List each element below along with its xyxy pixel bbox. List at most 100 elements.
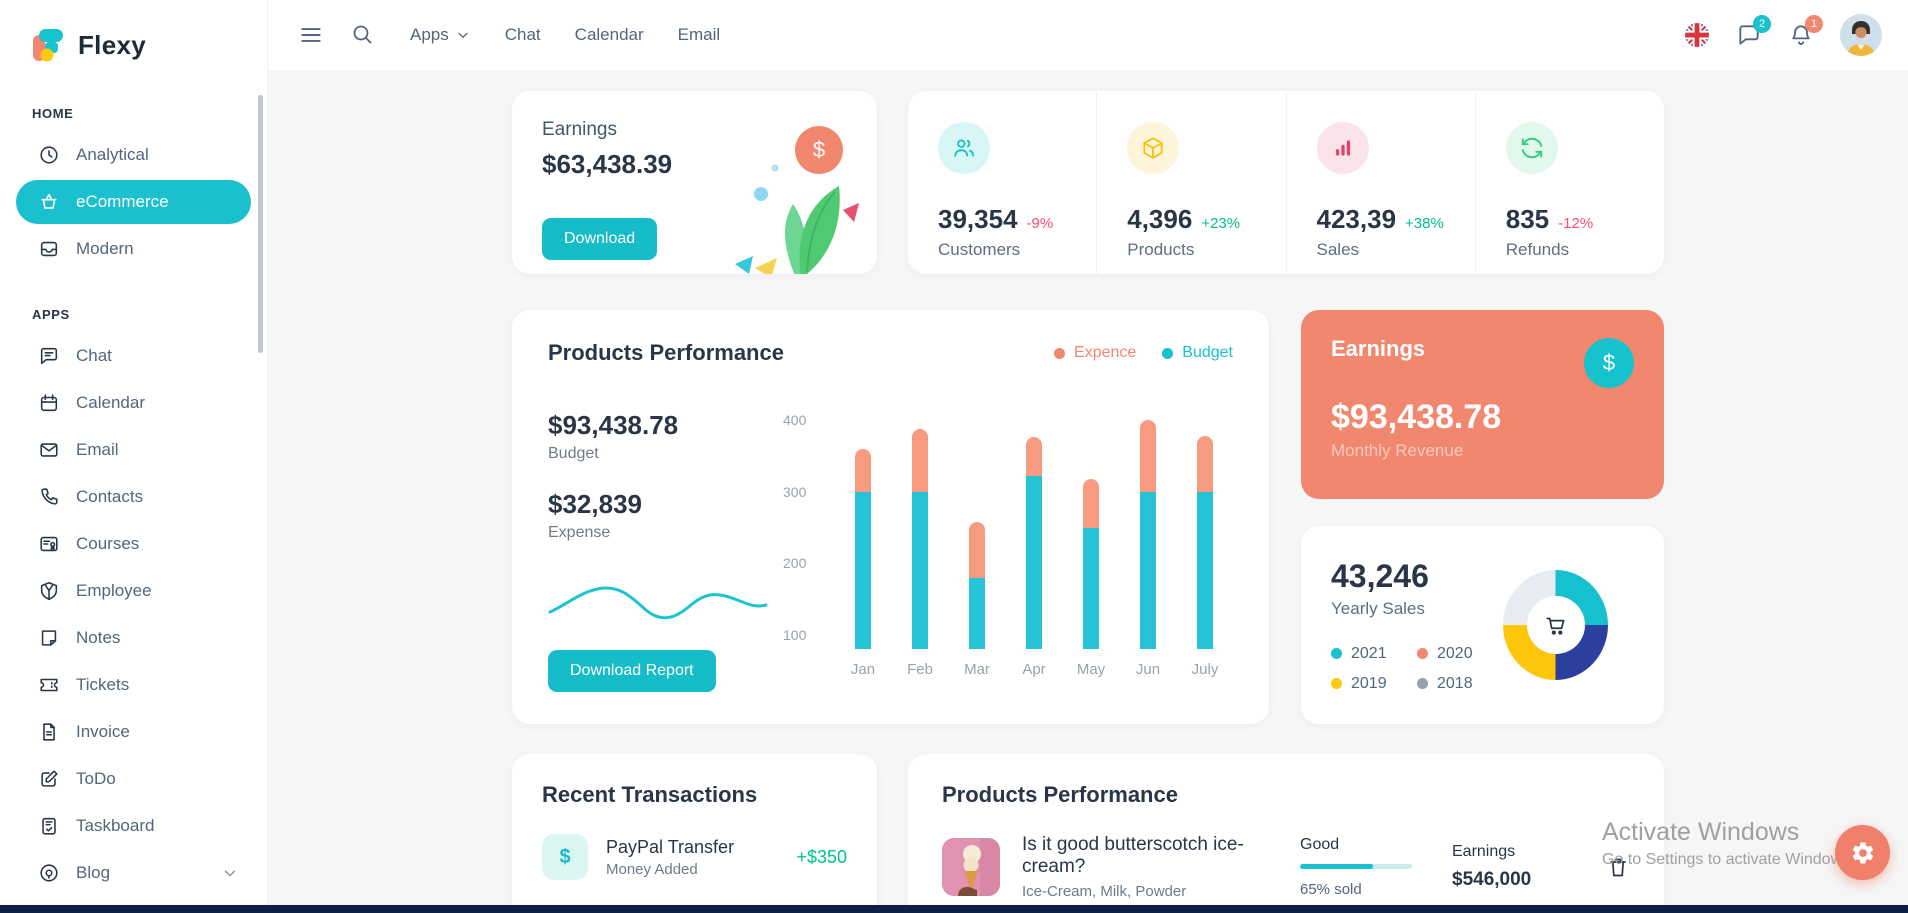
nav-apps[interactable]: Apps bbox=[410, 25, 471, 45]
legend-dot bbox=[1331, 678, 1342, 689]
sidebar-scrollbar[interactable] bbox=[258, 95, 263, 353]
language-flag-button[interactable] bbox=[1684, 22, 1710, 48]
sparkline-chart bbox=[548, 586, 768, 620]
hamburger-menu-icon[interactable] bbox=[298, 22, 324, 48]
trash-icon[interactable] bbox=[1606, 854, 1630, 880]
sidebar-item-modern[interactable]: Modern bbox=[16, 227, 251, 271]
bar-May[interactable] bbox=[1083, 478, 1099, 649]
product-sold: 65% sold bbox=[1300, 881, 1362, 898]
sidebar-item-calendar[interactable]: Calendar bbox=[16, 381, 251, 425]
bar-column bbox=[1120, 420, 1176, 649]
leaf-illustration bbox=[683, 146, 873, 274]
x-tick: Jan bbox=[850, 661, 876, 678]
certificate-icon bbox=[38, 533, 60, 555]
product-image bbox=[942, 838, 1000, 896]
stat-label: Customers bbox=[938, 240, 1021, 259]
stat-delta: -9% bbox=[1026, 215, 1054, 232]
sidebar-item-label: Employee bbox=[76, 581, 152, 600]
sidebar-item-chat[interactable]: Chat bbox=[16, 334, 251, 378]
nav-apps-label: Apps bbox=[410, 25, 449, 44]
legend-budget: Budget bbox=[1162, 344, 1233, 362]
legend-2018: 2018 bbox=[1417, 675, 1503, 693]
card-title: Products Performance bbox=[548, 340, 784, 365]
bar-Mar[interactable] bbox=[969, 521, 985, 649]
sidebar-item-label: Email bbox=[76, 440, 119, 459]
stat-value: 423,39 bbox=[1316, 204, 1397, 234]
mail-icon bbox=[38, 439, 60, 461]
refresh-icon bbox=[1505, 122, 1558, 174]
sidebar-item-label: Invoice bbox=[76, 722, 130, 741]
transaction-name: PayPal Transfer bbox=[606, 836, 735, 857]
bar-column bbox=[949, 420, 1005, 649]
stat-value: 4,396 bbox=[1127, 204, 1193, 234]
user-avatar[interactable] bbox=[1840, 14, 1882, 56]
legend-2021: 2021 bbox=[1331, 645, 1417, 663]
sidebar-item-blog[interactable]: Blog bbox=[16, 851, 251, 895]
sidebar-item-email[interactable]: Email bbox=[16, 428, 251, 472]
search-icon[interactable] bbox=[350, 22, 376, 48]
nav-email[interactable]: Email bbox=[677, 25, 721, 44]
y-tick: 200 bbox=[783, 555, 807, 572]
legend-dot bbox=[1054, 347, 1066, 359]
products-performance-card: Products Performance Expence Budget bbox=[512, 310, 1269, 724]
sidebar-item-label: ToDo bbox=[76, 769, 116, 788]
messages-badge: 2 bbox=[1753, 15, 1771, 33]
sidebar-item-contacts[interactable]: Contacts bbox=[16, 475, 251, 519]
phone-icon bbox=[38, 486, 60, 508]
nav-chat[interactable]: Chat bbox=[504, 25, 541, 44]
file-icon bbox=[38, 721, 60, 743]
bar-column bbox=[1063, 420, 1119, 649]
download-button[interactable]: Download bbox=[542, 218, 658, 260]
bar-July[interactable] bbox=[1197, 435, 1213, 649]
product-rating: Good bbox=[1300, 836, 1340, 853]
bar-Jan[interactable] bbox=[855, 448, 871, 649]
legend-label: 2021 bbox=[1351, 644, 1387, 662]
disc-icon bbox=[38, 862, 60, 884]
sidebar-item-todo[interactable]: ToDo bbox=[16, 757, 251, 801]
brand-logo[interactable]: Flexy bbox=[0, 0, 267, 66]
notifications-button[interactable]: 1 bbox=[1788, 15, 1823, 48]
sidebar-item-label: Calendar bbox=[76, 393, 145, 412]
yearly-sales-card: 43,246 Yearly Sales 2021 2020 2019 2018 bbox=[1301, 526, 1664, 724]
stat-delta: -12% bbox=[1558, 215, 1594, 232]
earnings-amount: $63,438.39 bbox=[542, 149, 673, 179]
yearly-sales-label: Yearly Sales bbox=[1331, 598, 1425, 618]
sidebar-item-invoice[interactable]: Invoice bbox=[16, 710, 251, 754]
sidebar-item-ecommerce[interactable]: eCommerce bbox=[16, 180, 251, 224]
chat-bubble-icon bbox=[38, 345, 60, 367]
card-title: Recent Transactions bbox=[542, 782, 758, 807]
expense-amount: $32,839 bbox=[548, 489, 642, 519]
bar-Jun[interactable] bbox=[1140, 420, 1156, 649]
transaction-amount: +$350 bbox=[796, 846, 847, 867]
download-report-button[interactable]: Download Report bbox=[548, 650, 716, 692]
sidebar-item-courses[interactable]: Courses bbox=[16, 522, 251, 566]
sidebar-item-label: Analytical bbox=[76, 145, 149, 164]
stat-label: Products bbox=[1127, 240, 1195, 259]
edit-icon bbox=[38, 768, 60, 790]
transaction-row[interactable]: $ PayPal Transfer Money Added +$350 bbox=[542, 834, 847, 880]
sidebar-item-analytical[interactable]: Analytical bbox=[16, 133, 251, 177]
transaction-desc: Money Added bbox=[606, 860, 698, 878]
bar-column bbox=[892, 420, 948, 649]
stat-label: Refunds bbox=[1505, 240, 1570, 259]
bar-Apr[interactable] bbox=[1026, 436, 1042, 649]
sidebar-item-employee[interactable]: Employee bbox=[16, 569, 251, 613]
y-tick: 300 bbox=[783, 483, 807, 500]
sidebar-item-taskboard[interactable]: Taskboard bbox=[16, 804, 251, 848]
messages-button[interactable]: 2 bbox=[1736, 15, 1771, 48]
sidebar-item-label: eCommerce bbox=[76, 192, 169, 211]
revenue-amount: $93,438.78 bbox=[1331, 398, 1502, 436]
settings-fab-button[interactable] bbox=[1835, 825, 1890, 880]
sidebar-item-label: Modern bbox=[76, 239, 134, 258]
notifications-badge: 1 bbox=[1805, 15, 1823, 33]
budget-amount: $93,438.78 bbox=[548, 410, 679, 440]
product-row[interactable]: Is it good butterscotch ice-cream? Ice-C… bbox=[942, 834, 1630, 900]
topbar-nav: Apps Chat Calendar Email bbox=[410, 25, 720, 45]
sidebar-item-tickets[interactable]: Tickets bbox=[16, 663, 251, 707]
sidebar-item-notes[interactable]: Notes bbox=[16, 616, 251, 660]
nav-calendar[interactable]: Calendar bbox=[574, 25, 644, 44]
bar-Feb[interactable] bbox=[912, 428, 928, 649]
legend-expense: Expence bbox=[1054, 344, 1136, 362]
sold-progress-fill bbox=[1300, 864, 1373, 869]
bar-column bbox=[835, 420, 891, 649]
